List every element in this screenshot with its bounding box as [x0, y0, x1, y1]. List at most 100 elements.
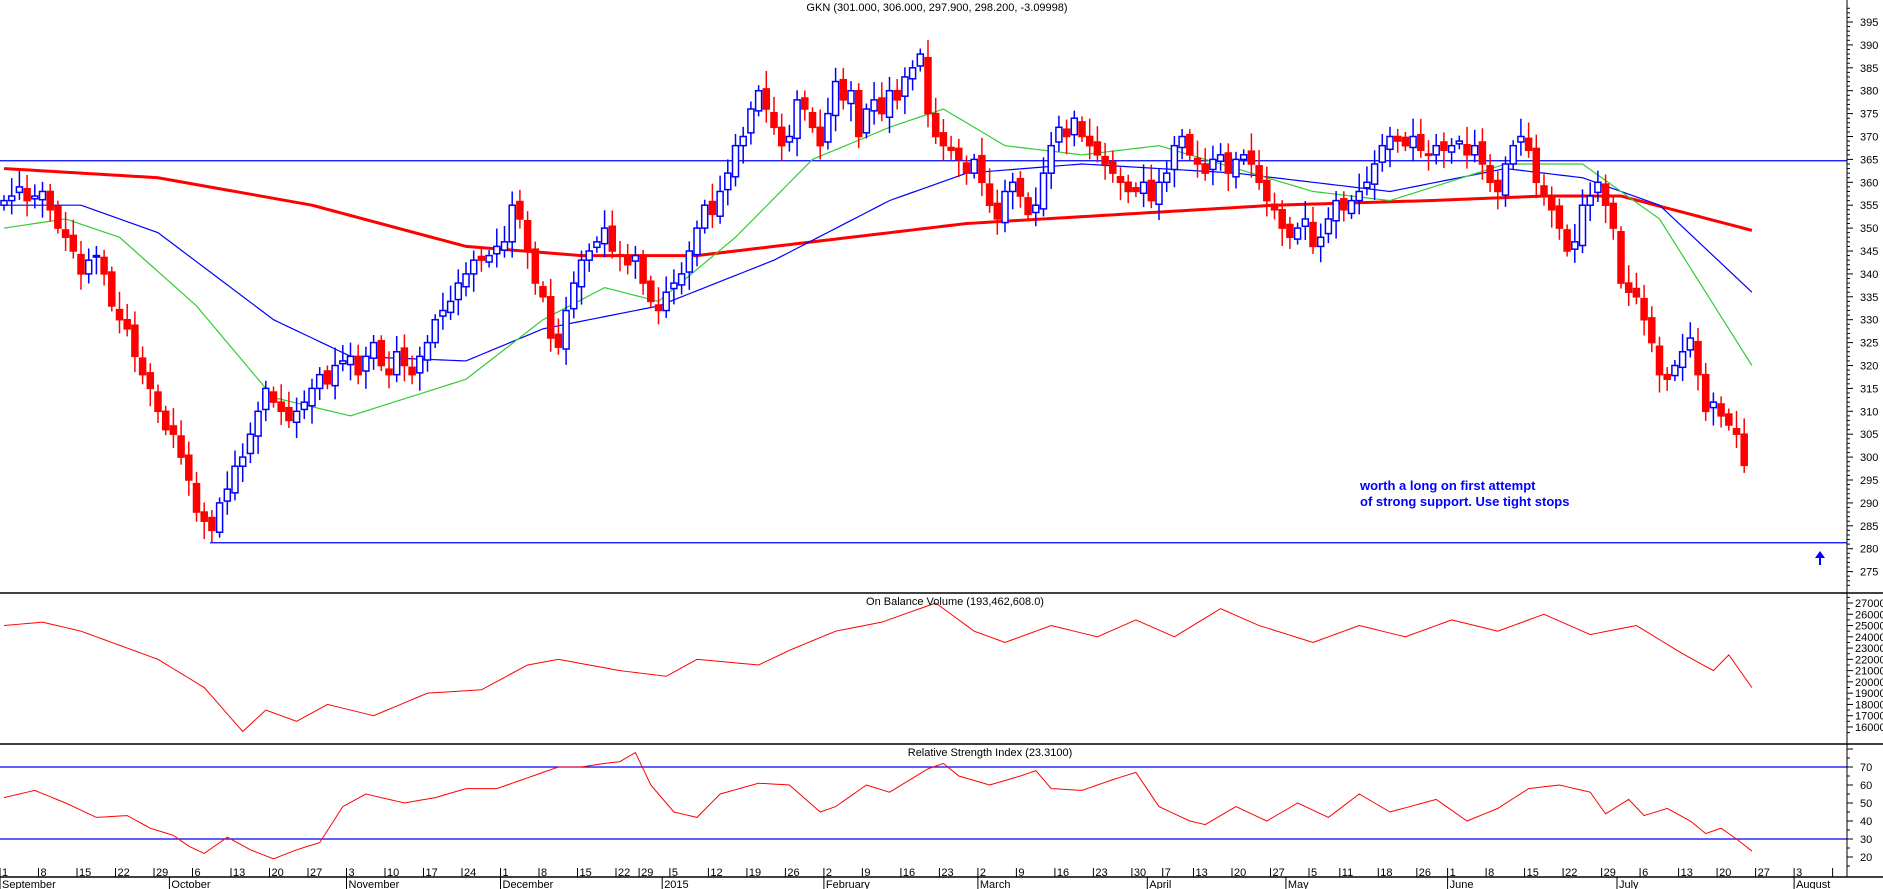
x-tick-label: 13: [1196, 867, 1208, 879]
obv-tick-label: 27000: [1855, 598, 1883, 610]
candle-body: [292, 410, 301, 424]
price-tick-label: 395: [1860, 17, 1878, 29]
candle-body: [585, 250, 593, 261]
x-tick-label: 22: [618, 867, 630, 879]
candle: [1232, 151, 1240, 189]
arrow-up-icon: [1815, 551, 1825, 565]
candle-body: [61, 229, 70, 239]
candle: [1401, 131, 1410, 152]
x-tick-label: 27: [1758, 867, 1770, 879]
price-tick-label: 295: [1860, 475, 1878, 487]
candle: [377, 335, 386, 371]
candle-body: [200, 511, 208, 522]
candle: [893, 79, 901, 110]
candle: [1301, 201, 1310, 241]
candle-body: [400, 347, 409, 367]
candle: [931, 97, 940, 145]
candle-body: [546, 296, 555, 339]
candle-body: [1109, 161, 1117, 174]
candle-body: [1725, 413, 1733, 426]
candle-body: [1293, 227, 1302, 240]
candle: [993, 189, 1002, 235]
candle-body: [901, 76, 909, 97]
candle-body: [1347, 199, 1356, 215]
candle-body: [100, 256, 108, 275]
rsi-tick-label: 60: [1860, 780, 1872, 792]
candle-body: [1039, 172, 1048, 210]
candle: [38, 181, 47, 218]
candle: [1170, 136, 1179, 188]
candle-body: [939, 132, 948, 147]
candle-body: [1494, 179, 1502, 193]
obv-tick-label: 18000: [1855, 699, 1883, 711]
candle-body: [1501, 163, 1510, 196]
candle-body: [1178, 135, 1186, 149]
candle: [1663, 367, 1671, 391]
candle: [1486, 154, 1494, 192]
candle: [423, 335, 432, 372]
candle-body: [454, 282, 463, 301]
candle-body: [1247, 150, 1256, 165]
candle-body: [215, 502, 224, 533]
candle: [978, 137, 986, 197]
candle-body: [31, 195, 39, 200]
candle-body: [1132, 187, 1140, 193]
candle: [100, 249, 108, 286]
candle: [754, 85, 763, 117]
candle-body: [685, 250, 694, 273]
candle-body: [1732, 427, 1741, 435]
candle: [885, 76, 894, 134]
x-tick-label: 12: [710, 867, 722, 879]
candle: [185, 441, 193, 496]
candle-body: [916, 53, 925, 67]
price-tick-label: 325: [1860, 338, 1878, 350]
x-tick-label: 22: [1565, 867, 1577, 879]
x-tick-label: 26: [787, 867, 799, 879]
candle-body: [346, 355, 355, 366]
candle: [1509, 140, 1517, 170]
candle: [854, 83, 863, 149]
candle: [985, 168, 994, 213]
price-tick-label: 310: [1860, 406, 1878, 418]
candle: [446, 285, 455, 320]
rsi-tick-label: 40: [1860, 816, 1872, 828]
candle: [662, 276, 670, 319]
candle-body: [1532, 147, 1541, 184]
candle-body: [1332, 199, 1340, 222]
candle-body: [493, 245, 501, 255]
candle: [1540, 174, 1548, 206]
candle-body: [616, 253, 624, 257]
candle-body: [847, 89, 855, 105]
candle: [469, 250, 478, 292]
candle: [1671, 360, 1679, 382]
candle: [1386, 126, 1394, 168]
candle-body: [1655, 345, 1664, 376]
obv-tick-label: 23000: [1855, 643, 1883, 655]
candle-body: [231, 465, 239, 494]
candle: [300, 390, 309, 420]
candle: [1586, 182, 1594, 222]
candle: [1640, 284, 1648, 336]
x-tick-label: 8: [41, 867, 47, 879]
price-tick-label: 380: [1860, 86, 1878, 98]
candle-body: [931, 112, 940, 138]
candle: [54, 200, 62, 234]
price-tick-label: 300: [1860, 452, 1878, 464]
candle-body: [808, 111, 817, 129]
candle-body: [1116, 176, 1125, 184]
candle: [685, 241, 694, 290]
candle: [500, 226, 509, 258]
candle-body: [208, 516, 216, 532]
candle: [477, 248, 486, 272]
candle-body: [1563, 229, 1571, 252]
candle-body: [300, 401, 309, 411]
candle: [1624, 265, 1633, 306]
candle: [1347, 195, 1356, 219]
candle: [1201, 148, 1209, 181]
candle: [1740, 418, 1748, 473]
obv-panel: [3, 602, 1753, 733]
price-tick-label: 370: [1860, 132, 1878, 144]
candle: [1186, 129, 1194, 161]
candle: [215, 497, 224, 538]
candle-body: [146, 372, 155, 390]
